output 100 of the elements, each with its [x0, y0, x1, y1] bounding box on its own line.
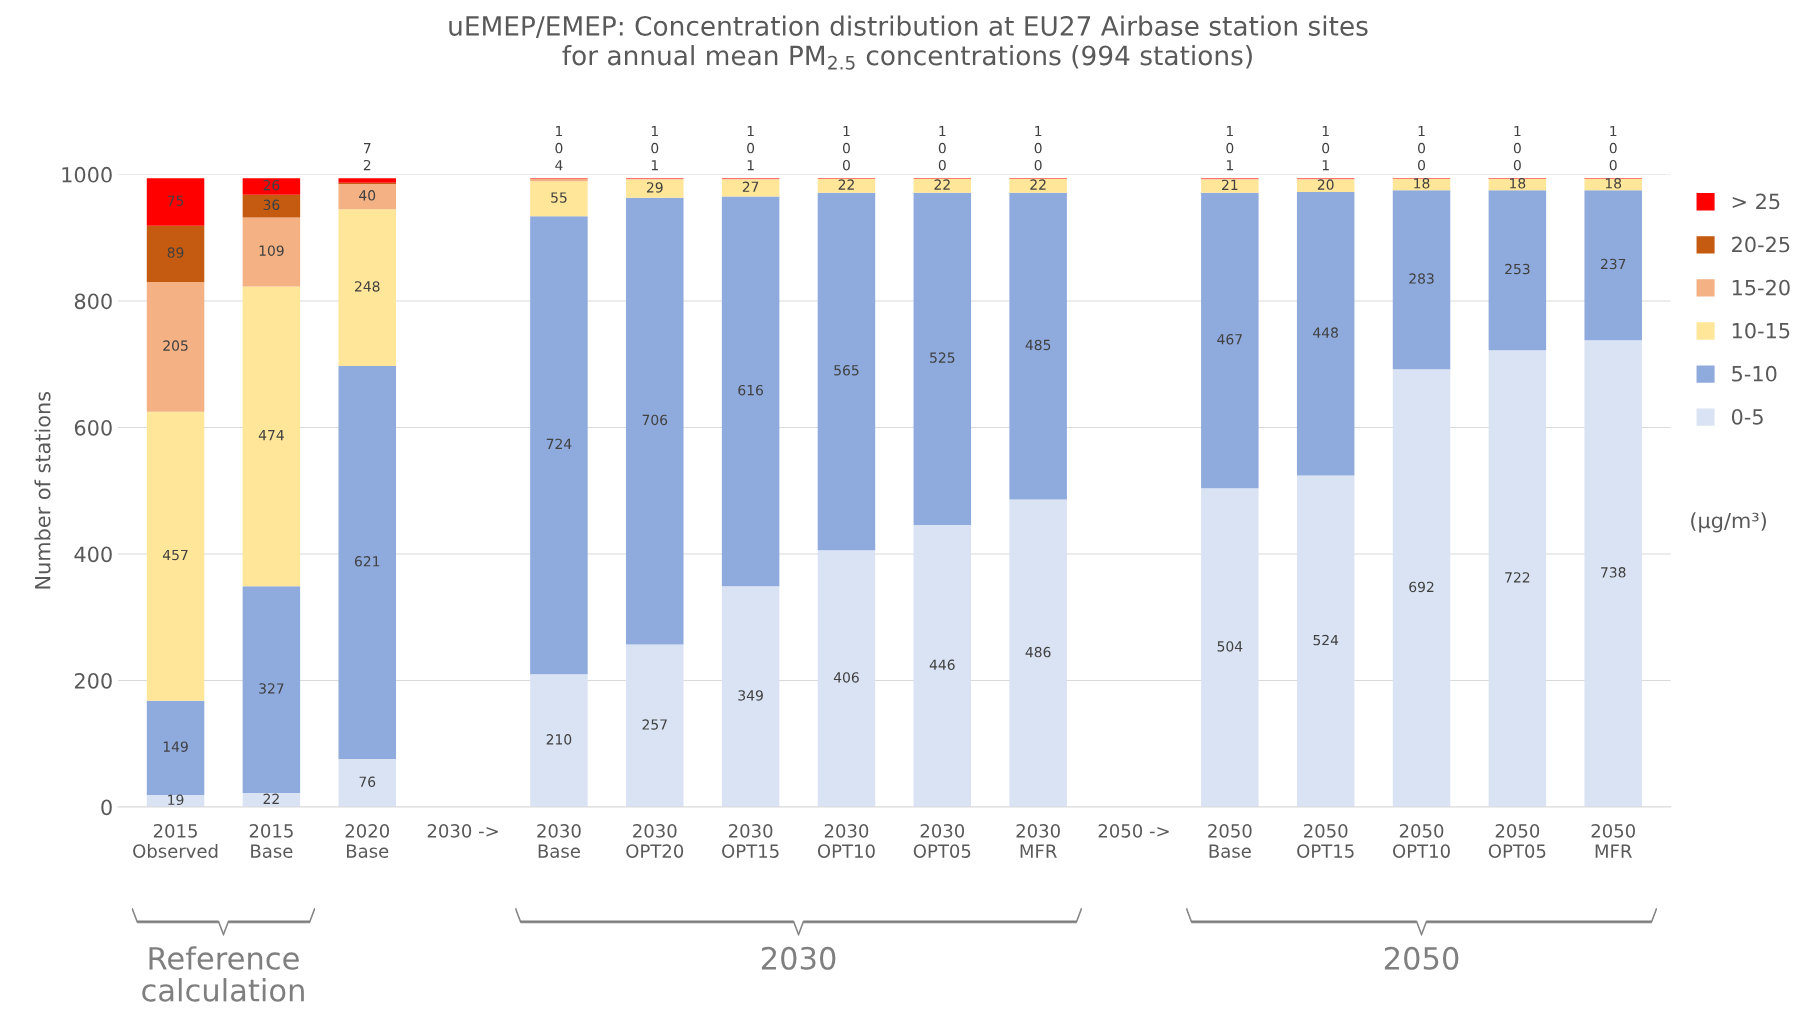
- data-label: 205: [163, 340, 188, 351]
- data-label: 1: [651, 160, 658, 171]
- data-label: 248: [355, 281, 380, 292]
- data-label: 1: [1322, 125, 1329, 137]
- data-label: 109: [259, 245, 284, 256]
- x-tick-label: 2030 OPT10: [817, 824, 875, 858]
- chart-title: uEMEP/EMEP: Concentration distribution at EU27 Airbase station sites for annual mean PM$_{2.5}$ concentrations (994 stations): [449, 15, 1368, 70]
- data-label: 0: [1609, 159, 1617, 171]
- x-tick-label: 2030 MFR: [1016, 824, 1060, 858]
- data-label: 1: [1322, 160, 1329, 171]
- text: 2050: [1384, 946, 1459, 970]
- x-tick-label: 2030 OPT20: [626, 824, 684, 858]
- text: 2030: [761, 946, 836, 970]
- data-label: 485: [1025, 339, 1051, 351]
- data-label: 1: [1418, 125, 1425, 137]
- data-label: 0: [1322, 142, 1330, 154]
- data-label: 257: [642, 719, 667, 730]
- data-label: 0: [1609, 142, 1617, 154]
- x-tick-label: 2020 Base: [345, 824, 390, 858]
- x-tick-label: 2050 MFR: [1591, 824, 1635, 858]
- data-label: 0: [555, 142, 563, 154]
- data-label: 0: [842, 159, 850, 171]
- data-label: 692: [1409, 581, 1434, 593]
- text: (µg/m³): [1691, 512, 1766, 533]
- data-label: 55: [551, 192, 567, 203]
- data-label: 0: [747, 142, 755, 154]
- data-label: 0: [1034, 159, 1042, 171]
- x-tick-label: 2030 OPT15: [722, 824, 779, 858]
- legend-label: 10-15: [1732, 322, 1790, 339]
- data-label: 406: [833, 672, 859, 683]
- data-label: 448: [1313, 327, 1338, 338]
- x-tick-label: 2030 OPT05: [913, 824, 971, 858]
- data-label: 474: [258, 430, 284, 441]
- y-axis-title: Number of stations: [34, 391, 51, 589]
- data-label: 19: [168, 794, 184, 806]
- data-label: 2: [363, 159, 371, 171]
- data-label: 524: [1313, 634, 1339, 646]
- data-label: 283: [1409, 273, 1434, 284]
- data-label: 0: [1034, 142, 1042, 154]
- data-label: 29: [646, 182, 663, 193]
- data-label: 0: [938, 159, 946, 171]
- data-label: 22: [263, 793, 279, 804]
- data-label: 27: [742, 181, 759, 192]
- data-label: 504: [1217, 641, 1243, 652]
- data-label: 1: [1226, 125, 1233, 137]
- data-label: 738: [1601, 567, 1626, 578]
- y-tick-label: 400: [74, 546, 112, 563]
- data-label: 1: [747, 125, 754, 137]
- data-label: 0: [1226, 142, 1234, 154]
- data-label: 724: [546, 438, 572, 449]
- data-label: 22: [1030, 179, 1046, 190]
- x-tick-label: 2050 OPT15: [1297, 824, 1354, 858]
- data-label: 706: [642, 414, 668, 426]
- data-label: 1: [1514, 125, 1521, 137]
- data-label: 0: [1418, 142, 1426, 154]
- data-label: 76: [359, 776, 376, 788]
- data-label: 0: [651, 142, 659, 154]
- data-label: 565: [834, 364, 859, 376]
- data-label: 0: [1418, 159, 1426, 171]
- data-label: 0: [1513, 142, 1521, 154]
- x-tick-label: 2050 OPT05: [1488, 824, 1546, 858]
- x-tick-label: 2015 Observed: [133, 824, 218, 858]
- x-tick-label: 2015 Base: [249, 824, 293, 858]
- y-tick-label: 1000: [62, 166, 112, 183]
- legend-label: 20-25: [1732, 236, 1790, 253]
- data-label: 1: [843, 125, 850, 137]
- legend-label: 15-20: [1732, 279, 1790, 296]
- data-label: 1: [747, 160, 754, 171]
- data-label: 722: [1505, 572, 1530, 583]
- data-label: 1: [1610, 125, 1617, 137]
- data-label: 0: [938, 142, 946, 154]
- data-label: 1: [1226, 160, 1233, 171]
- data-label: 1: [939, 125, 946, 137]
- data-label: 22: [838, 179, 854, 190]
- data-label: 327: [259, 683, 284, 694]
- data-label: 75: [167, 195, 184, 206]
- y-tick-label: 600: [74, 419, 112, 436]
- y-tick-label: 0: [101, 799, 112, 816]
- data-label: 349: [738, 690, 763, 701]
- data-label: 467: [1217, 333, 1242, 345]
- data-label: 253: [1505, 263, 1530, 275]
- data-label: 0: [1513, 159, 1521, 171]
- x-tick-label: 2050 Base: [1208, 824, 1252, 858]
- data-label: 20: [1317, 179, 1334, 190]
- data-label: 89: [167, 247, 184, 258]
- data-label: 36: [263, 199, 280, 211]
- data-label: 4: [555, 160, 563, 171]
- data-label: 457: [162, 549, 188, 561]
- y-tick-label: 200: [74, 672, 112, 689]
- data-label: 616: [738, 384, 763, 396]
- data-label: 21: [1222, 179, 1238, 190]
- data-label: 237: [1600, 258, 1626, 270]
- data-label: 486: [1025, 646, 1051, 658]
- data-label: 1: [556, 125, 563, 137]
- data-label: 18: [1510, 178, 1526, 189]
- x-tick-label: 2050 OPT10: [1392, 824, 1450, 858]
- data-label: 40: [359, 190, 376, 201]
- data-label: 210: [546, 734, 572, 745]
- y-tick-label: 800: [74, 293, 112, 310]
- data-label: 1: [651, 125, 658, 137]
